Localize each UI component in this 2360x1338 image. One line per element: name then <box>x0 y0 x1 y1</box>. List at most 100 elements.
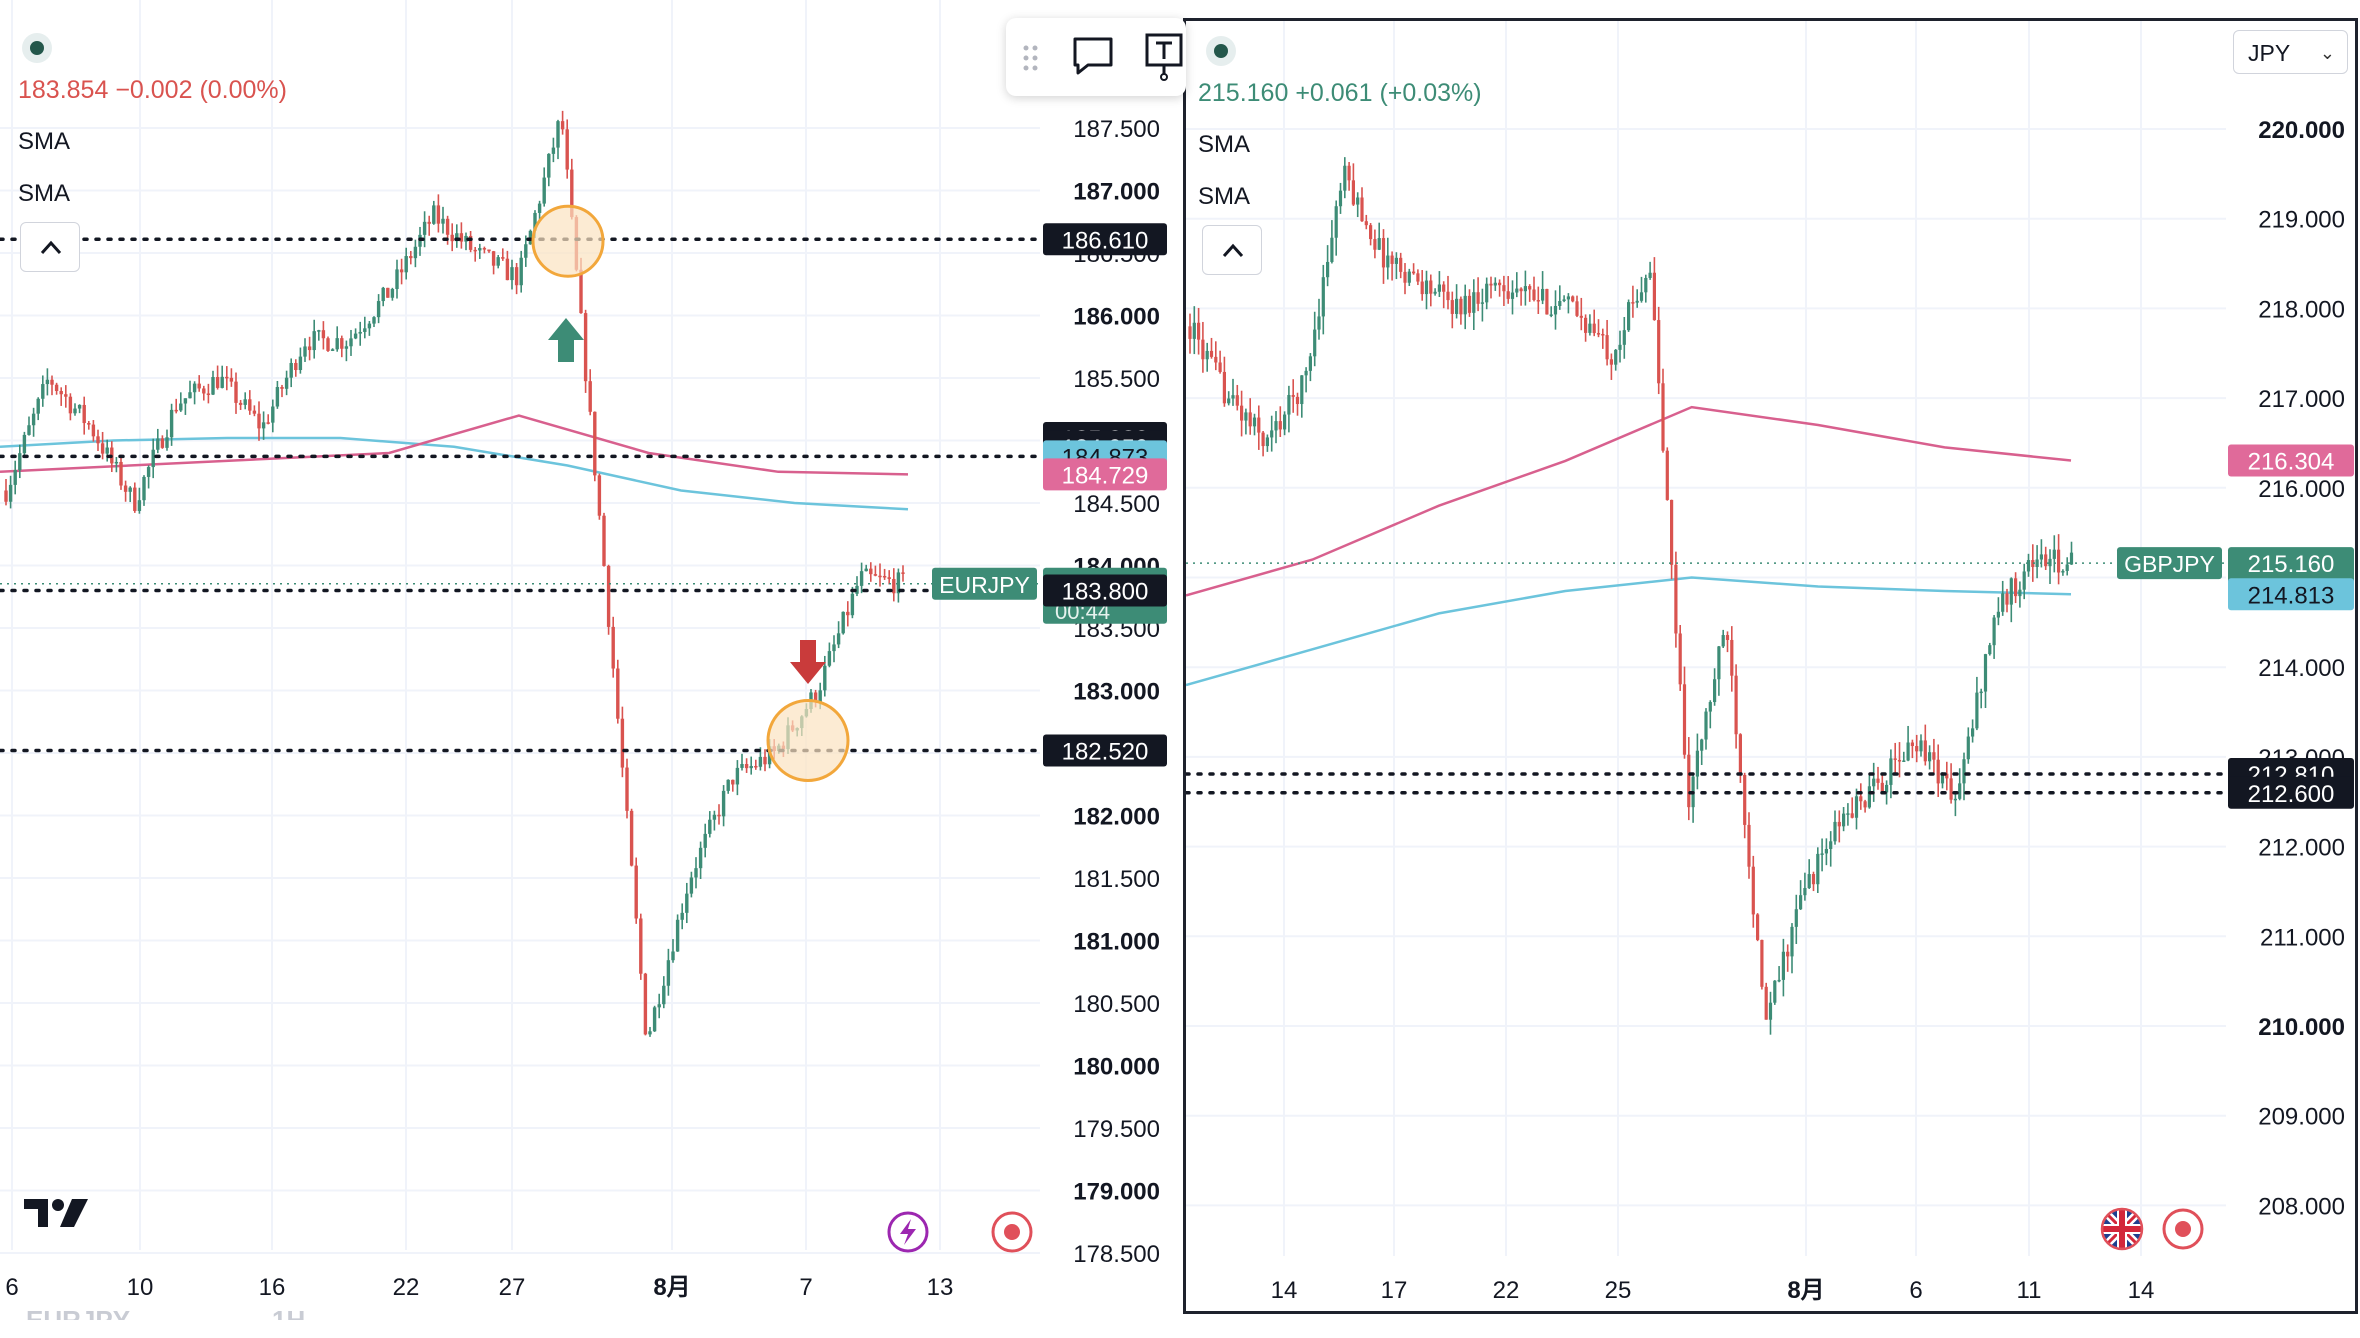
candle-body <box>482 248 487 250</box>
sma-label[interactable]: SMA <box>18 180 71 207</box>
candle-body <box>1231 395 1235 399</box>
candle-body <box>694 868 698 878</box>
candle-body <box>1786 951 1790 957</box>
eurjpy-chart-panel[interactable]: 187.500187.000186.500186.000185.500185.0… <box>0 0 1178 1320</box>
time-axis-label: 7 <box>799 1274 812 1301</box>
floating-toolbar <box>1006 18 1186 96</box>
candle-body <box>404 256 408 273</box>
candle-body <box>409 256 413 259</box>
collapse-legend-button[interactable] <box>1202 225 1262 275</box>
candle-body <box>188 392 192 399</box>
time-axis-label: 11 <box>2017 1277 2042 1304</box>
candle-body <box>1386 255 1390 268</box>
candle-body <box>1369 225 1373 240</box>
candle-body <box>1558 301 1562 306</box>
candle-body <box>1751 866 1755 915</box>
candle-body <box>758 756 763 767</box>
candle-body <box>542 177 546 204</box>
candle-body <box>151 449 155 468</box>
chevron-up-icon <box>1222 243 1244 258</box>
candle-body <box>832 644 836 652</box>
candle-body <box>1622 330 1626 345</box>
candle-body <box>735 767 740 785</box>
candle-body <box>887 577 891 579</box>
candle-body <box>639 918 643 974</box>
candle-body <box>1936 759 1940 784</box>
candle-body <box>340 338 344 349</box>
candle-body <box>1601 334 1605 336</box>
eurjpy-chart[interactable]: 187.500187.000186.500186.000185.500185.0… <box>0 0 1178 1320</box>
candle-body <box>27 425 31 435</box>
candle-body <box>1923 740 1927 762</box>
lightning-icon[interactable] <box>886 1210 930 1254</box>
gbpjpy-chart[interactable]: 220.000219.000218.000217.000216.000215.0… <box>1186 21 2358 1314</box>
candle-body <box>892 578 896 594</box>
record-icon[interactable] <box>2161 1207 2205 1251</box>
candle-body <box>864 568 868 572</box>
candle-body <box>1523 286 1527 292</box>
text-tool-icon[interactable] <box>1144 32 1184 87</box>
uk-flag-icon[interactable] <box>2099 1206 2145 1252</box>
candle-body <box>1446 291 1450 301</box>
candle-body <box>1248 412 1252 427</box>
candle-body <box>317 330 321 332</box>
symbol-watermark: EURJPY <box>26 1305 131 1320</box>
candle-body <box>142 476 146 501</box>
candle-body <box>1485 283 1489 303</box>
currency-select[interactable]: JPY ⌄ <box>2233 30 2348 74</box>
candle-body <box>1928 752 1932 762</box>
sma-label[interactable]: SMA <box>18 128 71 155</box>
candle-body <box>1816 853 1820 885</box>
candle-body <box>473 249 477 252</box>
candle-body <box>2014 578 2018 597</box>
candle-body <box>643 973 648 1035</box>
candle-body <box>363 328 367 332</box>
sma-label[interactable]: SMA <box>1198 131 1251 158</box>
candle-body <box>271 406 275 423</box>
candle-body <box>1799 895 1803 910</box>
candle-body <box>846 611 850 616</box>
comment-icon[interactable] <box>1072 36 1114 81</box>
candle-body <box>432 205 436 224</box>
candle-body <box>1493 282 1497 286</box>
candle-body <box>1773 980 1777 1003</box>
candle-body <box>1639 292 1644 301</box>
candle-body <box>827 651 832 666</box>
candle-body <box>1265 437 1269 447</box>
axis-tick-label: 217.000 <box>2258 386 2345 413</box>
candle-body <box>634 865 638 919</box>
time-axis-label: 17 <box>1381 1277 1408 1304</box>
candle-body <box>551 147 556 154</box>
time-axis-label: 8月 <box>653 1274 690 1301</box>
record-icon[interactable] <box>990 1210 1034 1254</box>
axis-tick-label: 179.500 <box>1073 1116 1160 1143</box>
candle-body <box>326 338 330 351</box>
candle-body <box>1480 302 1484 304</box>
gbpjpy-chart-panel[interactable]: 220.000219.000218.000217.000216.000215.0… <box>1183 18 2358 1314</box>
candle-body <box>77 404 82 409</box>
axis-tick-label: 184.500 <box>1073 491 1160 518</box>
candle-body <box>137 500 142 511</box>
candle-body <box>2065 564 2069 571</box>
time-axis-label: 14 <box>2128 1277 2155 1304</box>
candle-body <box>593 411 597 476</box>
drag-handle-icon[interactable] <box>1022 44 1040 77</box>
candle-body <box>1725 635 1730 640</box>
candle-body <box>547 153 551 178</box>
candle-body <box>1971 728 1975 737</box>
time-axis-label: 25 <box>1605 1277 1632 1304</box>
candle-body <box>1949 778 1953 800</box>
candle-body <box>1433 291 1437 294</box>
candle-body <box>1467 295 1472 313</box>
axis-tick-label: 179.000 <box>1073 1179 1160 1206</box>
candle-body <box>1412 271 1416 274</box>
candle-body <box>13 470 17 485</box>
candle-body <box>717 814 721 817</box>
axis-tick-label: 218.000 <box>2258 296 2345 323</box>
candle-body <box>36 398 40 414</box>
candle-body <box>2001 593 2005 612</box>
collapse-legend-button[interactable] <box>20 222 80 272</box>
sma-label[interactable]: SMA <box>1198 183 1251 210</box>
time-axis-label: 16 <box>259 1274 286 1301</box>
eurjpy-change-pct: (0.00%) <box>199 76 287 104</box>
